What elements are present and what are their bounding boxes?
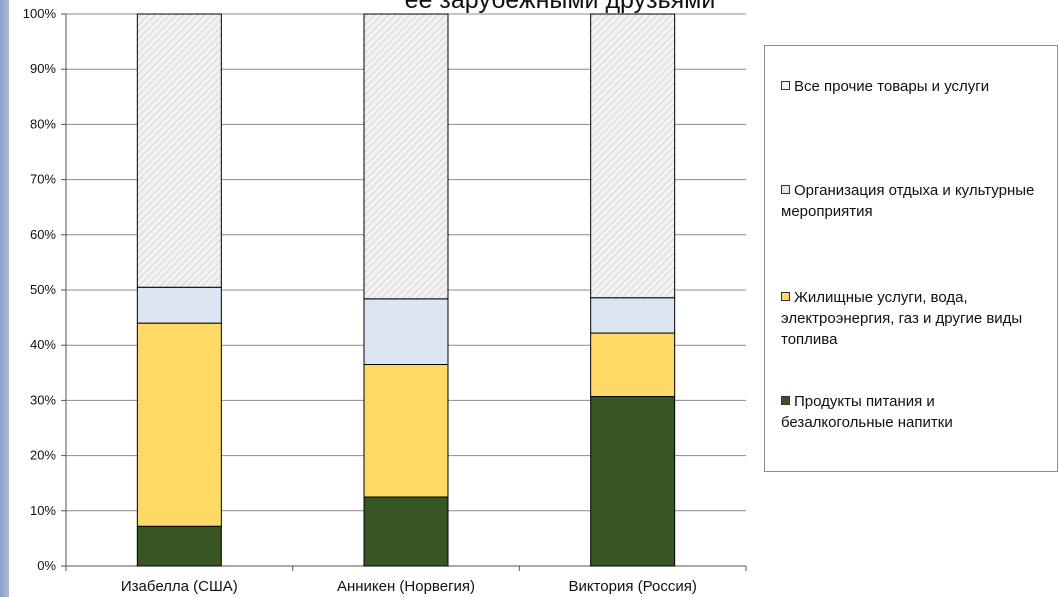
bar-segment-s2-c0 bbox=[136, 286, 222, 324]
y-tick-label: 80% bbox=[30, 116, 56, 131]
y-tick-label: 40% bbox=[30, 337, 56, 352]
y-tick-label: 50% bbox=[30, 282, 56, 297]
bar-segment-s0-c2 bbox=[590, 396, 676, 567]
legend-swatch-other bbox=[781, 81, 790, 90]
legend-label-other: Все прочие товары и услуги bbox=[794, 78, 990, 95]
legend-item-other: Все прочие товары и услуги bbox=[781, 76, 1051, 97]
slide-left-accent-strip bbox=[0, 0, 9, 597]
x-category-labels: Изабелла (США) Анникен (Норвегия) Виктория… bbox=[121, 578, 697, 595]
bar-segment-s1-c1 bbox=[363, 364, 449, 498]
y-tick-labels: 0% 10% 20% 30% 40% 50% 60% 70% 80% 90% 100% bbox=[23, 6, 57, 573]
chart-title: ее зарубежными друзьями bbox=[404, 0, 716, 14]
bar-segment-s3-c2 bbox=[590, 13, 676, 299]
legend: Все прочие товары и услуги Организация о… bbox=[764, 45, 1058, 472]
y-tick-label: 100% bbox=[23, 6, 57, 21]
y-tick-label: 30% bbox=[30, 392, 56, 407]
bar-segment-s0-c1 bbox=[363, 496, 449, 567]
legend-item-food: Продукты питания и безалкогольные напитк… bbox=[781, 391, 1051, 433]
y-tick-label: 20% bbox=[30, 448, 56, 463]
bar-segment-s3-c1 bbox=[363, 13, 449, 300]
legend-swatch-housing bbox=[781, 292, 790, 301]
y-tick-label: 90% bbox=[30, 61, 56, 76]
bars bbox=[136, 13, 676, 567]
y-tick-label: 70% bbox=[30, 172, 56, 187]
bar-segment-s3-c0 bbox=[136, 13, 222, 288]
bar-segment-s2-c2 bbox=[590, 297, 676, 334]
legend-item-recreation: Организация отдыха и культурные мероприя… bbox=[781, 180, 1051, 222]
x-category-label: Анникен (Норвегия) bbox=[337, 578, 475, 595]
x-category-label: Изабелла (США) bbox=[121, 578, 238, 595]
legend-label-food: Продукты питания и безалкогольные напитк… bbox=[781, 393, 953, 431]
bar-segment-s1-c0 bbox=[136, 322, 222, 527]
y-tick-label: 0% bbox=[37, 558, 56, 573]
legend-swatch-recreation bbox=[781, 185, 790, 194]
legend-item-housing: Жилищные услуги, вода, электроэнергия, г… bbox=[781, 287, 1051, 350]
y-tick-label: 60% bbox=[30, 227, 56, 242]
bar-segment-s2-c1 bbox=[363, 298, 449, 366]
stacked-bar-chart: 0% 10% 20% 30% 40% 50% 60% 70% 80% 90% 100% Изабел… bbox=[23, 6, 747, 595]
legend-label-housing: Жилищные услуги, вода, электроэнергия, г… bbox=[781, 289, 1023, 348]
legend-label-recreation: Организация отдыха и культурные мероприя… bbox=[781, 182, 1035, 220]
bar-segment-s1-c2 bbox=[590, 332, 676, 398]
y-tick-label: 10% bbox=[30, 503, 56, 518]
bar-segment-s0-c0 bbox=[136, 525, 222, 567]
x-category-label: Виктория (Россия) bbox=[568, 578, 696, 595]
legend-swatch-food bbox=[781, 396, 790, 405]
axes bbox=[61, 13, 747, 571]
